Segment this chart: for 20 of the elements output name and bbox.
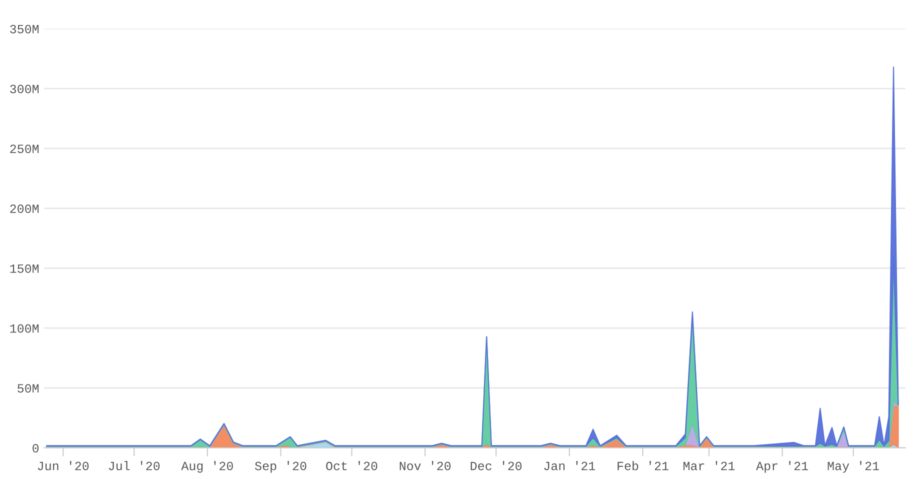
- y-tick-label: 250M: [10, 144, 39, 154]
- y-tick-label: 0: [32, 444, 39, 453]
- x-tick-label: Jan '21: [544, 461, 596, 470]
- x-tick-label: May '21: [828, 461, 879, 473]
- x-tick-label: Nov '20: [400, 461, 451, 470]
- y-tick-label: 300M: [10, 84, 39, 94]
- x-tick-label: Sep '20: [255, 461, 306, 473]
- y-tick-label: 150M: [10, 264, 39, 273]
- y-tick-label: 50M: [18, 384, 39, 393]
- x-tick-label: Oct '20: [326, 461, 378, 470]
- x-tick-label: Mar '21: [684, 461, 735, 470]
- x-tick-label: Feb '21: [618, 461, 668, 470]
- x-tick-label: Jul '20: [108, 461, 160, 470]
- y-tick-label: 200M: [10, 204, 39, 214]
- x-tick-label: Aug '20: [181, 461, 233, 473]
- x-tick-label: Dec '20: [470, 461, 522, 470]
- x-tick-label: Apr '21: [756, 461, 808, 473]
- y-tick-label: 100M: [10, 324, 39, 333]
- y-tick-label: 350M: [10, 24, 39, 34]
- x-tick-label: Jun '20: [38, 461, 89, 470]
